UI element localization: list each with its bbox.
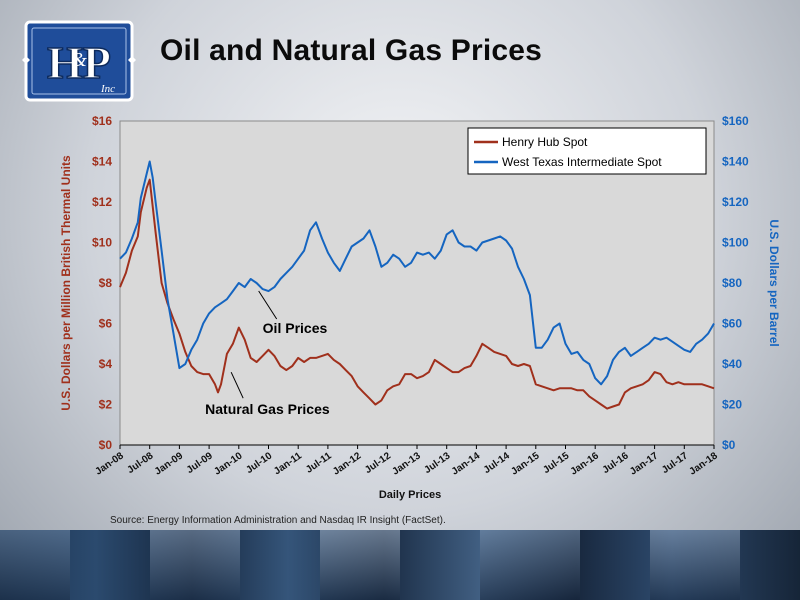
slide-title: Oil and Natural Gas Prices — [160, 34, 543, 67]
hp-logo: HP & Inc — [22, 20, 136, 102]
y-left-tick-label: $14 — [92, 155, 112, 169]
x-tick-label: Jul-13 — [422, 450, 452, 476]
x-tick-label: Jul-09 — [185, 450, 215, 476]
x-tick-label: Jan-15 — [509, 450, 542, 477]
source-note: Source: Energy Information Administratio… — [110, 515, 446, 526]
y-right-tick-label: $40 — [722, 357, 742, 371]
x-tick-label: Jul-12 — [363, 450, 393, 476]
oil-annotation-leader — [258, 290, 278, 320]
x-tick-label: Jan-18 — [687, 450, 720, 477]
y-right-tick-label: $60 — [722, 317, 742, 331]
y-left-tick-label: $8 — [99, 276, 113, 290]
y-left-tick-label: $0 — [99, 438, 113, 452]
legend-label: West Texas Intermediate Spot — [502, 155, 662, 169]
y-left-tick-label: $4 — [99, 357, 113, 371]
wti-series-line — [119, 160, 715, 386]
price-chart: $0 $2 $4 $6 $8 $10 $12 $14 $16 $0 $20 $40 $60 $80 $100… — [59, 114, 781, 501]
y-left-tick-label: $6 — [99, 317, 113, 331]
x-tick-label: Jan-17 — [628, 450, 661, 477]
x-tick-label: Jul-15 — [541, 450, 571, 476]
y-right-axis-title: U.S. Dollars per Barrel — [767, 219, 781, 346]
x-tick-label: Jul-16 — [601, 450, 631, 476]
x-tick-label: Jan-10 — [212, 450, 245, 477]
y-right-tick-label: $140 — [722, 155, 749, 169]
svg-text:Inc: Inc — [100, 83, 115, 95]
x-tick-label: Jul-10 — [244, 450, 274, 476]
svg-text:&: & — [71, 49, 87, 71]
y-right-tick-label: $160 — [722, 114, 749, 128]
x-axis-title: Daily Prices — [379, 489, 441, 501]
oil-annotation-label: Oil Prices — [263, 320, 328, 336]
y-right-tick-label: $0 — [722, 438, 736, 452]
y-left-tick-label: $2 — [99, 398, 113, 412]
x-tick-label: Jul-08 — [125, 450, 155, 476]
x-tick-label: Jul-11 — [304, 450, 334, 476]
x-tick-label: Jan-16 — [569, 450, 602, 477]
x-tick-label: Jan-13 — [390, 450, 423, 477]
x-tick-label: Jul-14 — [482, 450, 512, 476]
x-tick-label: Jan-09 — [153, 450, 186, 477]
y-right-tick-label: $80 — [722, 276, 742, 290]
svg-text:HP: HP — [47, 37, 111, 88]
y-left-axis-title: U.S. Dollars per Million British Thermal… — [59, 155, 73, 411]
x-tick-label: Jul-17 — [660, 450, 690, 476]
y-left-tick-label: $10 — [92, 236, 112, 250]
y-right-tick-label: $20 — [722, 398, 742, 412]
gas-annotation-label: Natural Gas Prices — [205, 401, 330, 417]
gas-annotation-leader — [230, 371, 244, 399]
x-tick-label: Jan-14 — [450, 450, 483, 477]
x-tick-label: Jan-11 — [272, 450, 304, 477]
y-right-tick-label: $100 — [722, 236, 749, 250]
x-tick-label: Jan-12 — [331, 450, 364, 477]
x-tick-label: Jan-08 — [93, 450, 126, 477]
y-left-tick-label: $12 — [92, 195, 112, 209]
y-left-tick-label: $16 — [92, 114, 112, 128]
legend-label: Henry Hub Spot — [502, 135, 588, 149]
y-right-tick-label: $120 — [722, 195, 749, 209]
henry-hub-series-line — [119, 178, 715, 410]
legend-box — [467, 127, 707, 175]
footer-photo-strip — [0, 530, 800, 600]
